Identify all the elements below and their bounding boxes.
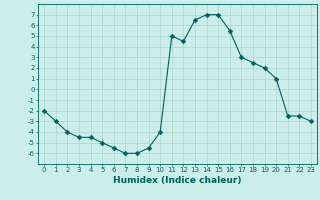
X-axis label: Humidex (Indice chaleur): Humidex (Indice chaleur)	[113, 176, 242, 185]
